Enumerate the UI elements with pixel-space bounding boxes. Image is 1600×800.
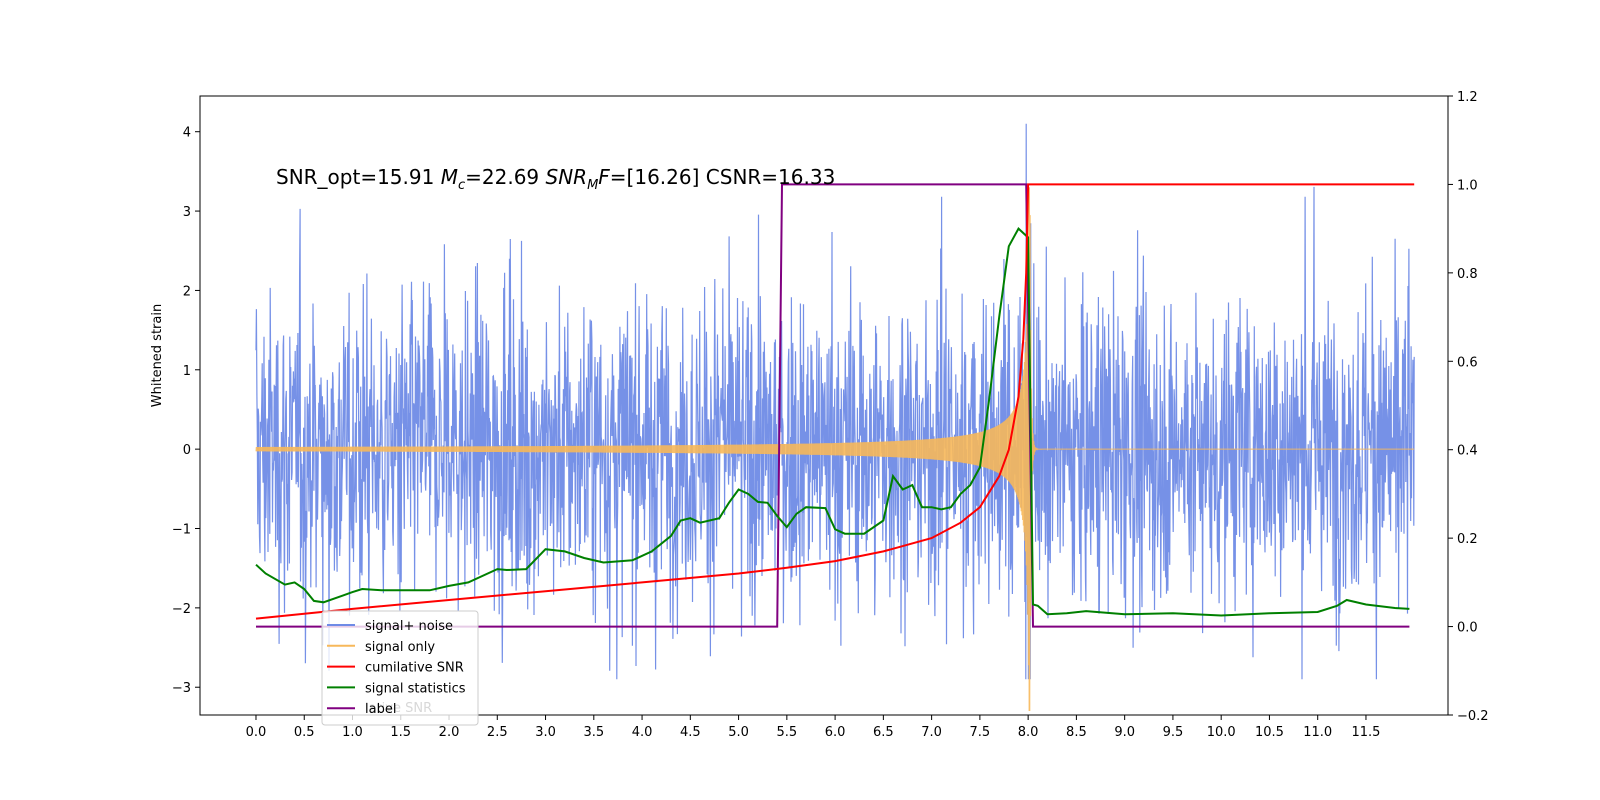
x-tick-label: 7.0 xyxy=(921,725,942,740)
left-y-tick-label: 1 xyxy=(183,364,191,379)
x-tick-label: 8.5 xyxy=(1066,725,1087,740)
left-y-tick-label: 0 xyxy=(183,443,191,458)
x-tick-label: 6.5 xyxy=(873,725,894,740)
x-tick-label: 4.0 xyxy=(632,725,653,740)
plot-frame xyxy=(199,95,1449,716)
legend-box xyxy=(321,610,479,726)
left-y-tick-label: 3 xyxy=(183,205,191,220)
mc-subscript: c xyxy=(458,178,465,193)
x-tick-label: 0.5 xyxy=(294,725,315,740)
legend-ghost-text: lative SNR xyxy=(365,701,432,716)
x-tick-label: 10.5 xyxy=(1255,725,1284,740)
mc-value: =22.69 xyxy=(465,165,539,189)
left-y-tick-label: 4 xyxy=(183,126,191,141)
left-y-tick-label: −2 xyxy=(172,602,191,617)
x-tick-label: 11.0 xyxy=(1303,725,1332,740)
left-y-axis-label: Whitened strain xyxy=(150,304,165,407)
right-y-tick-label: 0.6 xyxy=(1457,355,1478,370)
right-y-tick-label: 1.2 xyxy=(1457,90,1478,105)
signal-statistics-line xyxy=(255,226,1410,617)
legend: lative SNR signal+ noise signal only cumil… xyxy=(321,610,479,726)
x-tick-label: 0.0 xyxy=(246,725,267,740)
snrmf-value: =[16.26] xyxy=(610,165,700,189)
x-tick-label: 1.5 xyxy=(390,725,411,740)
cumilative-snr-line xyxy=(255,183,1415,620)
x-tick-label: 11.5 xyxy=(1351,725,1380,740)
right-y-tick-label: −0.2 xyxy=(1457,709,1489,724)
snrmf-symbol: SNR xyxy=(546,165,588,189)
axes: 0.0 0.5 1.0 1.5 2.0 2.5 3.0 3.5 4.0 4.5 5.0 5.5 6.0 6… xyxy=(150,90,1489,740)
x-tick-label: 10.0 xyxy=(1207,725,1236,740)
x-tick-label: 6.0 xyxy=(825,725,846,740)
x-tick-label: 9.0 xyxy=(1114,725,1135,740)
x-tick-label: 3.5 xyxy=(583,725,604,740)
x-tick-label: 1.0 xyxy=(342,725,363,740)
x-tick-label: 5.5 xyxy=(776,725,797,740)
right-y-tick-label: 1.0 xyxy=(1457,178,1478,193)
signal-plus-noise-line xyxy=(255,123,1415,680)
legend-label: cumilative SNR xyxy=(365,661,464,676)
snr-opt-text: SNR_opt=15.91 xyxy=(276,165,434,189)
right-y-tick-label: 0.8 xyxy=(1457,267,1478,282)
right-y-tick-label: 0.4 xyxy=(1457,444,1478,459)
left-y-tick-label: −3 xyxy=(172,681,191,696)
annotation: SNR_opt=15.91 Mc=22.69 SNRMF=[16.26] CSN… xyxy=(276,165,835,193)
x-tick-label: 9.5 xyxy=(1163,725,1184,740)
csnr-text: CSNR=16.33 xyxy=(706,165,836,189)
legend-label: label xyxy=(365,702,396,717)
snrmf-f: F xyxy=(598,165,610,189)
x-tick-label: 2.5 xyxy=(487,725,508,740)
annotation-text: SNR_opt=15.91 Mc=22.69 SNRMF=[16.26] CSN… xyxy=(276,165,835,193)
left-y-tick-label: 2 xyxy=(183,284,191,299)
x-tick-label: 4.5 xyxy=(680,725,701,740)
right-axis-series xyxy=(255,183,1415,628)
x-tick-label: 5.0 xyxy=(728,725,749,740)
signal-plus-noise-series xyxy=(255,123,1415,680)
x-tick-label: 8.0 xyxy=(1018,725,1039,740)
right-y-tick-label: 0.0 xyxy=(1457,621,1478,636)
right-y-tick-label: 0.2 xyxy=(1457,532,1478,547)
legend-label: signal+ noise xyxy=(365,619,453,634)
signal-only-line xyxy=(255,187,1415,712)
left-y-tick-label: −1 xyxy=(172,523,191,538)
x-tick-label: 2.0 xyxy=(439,725,460,740)
legend-label: signal statistics xyxy=(365,681,466,696)
label-line xyxy=(256,183,1410,628)
x-tick-label: 3.0 xyxy=(535,725,556,740)
x-tick-label: 7.5 xyxy=(970,725,991,740)
mc-symbol: M xyxy=(441,165,458,189)
snrmf-subscript: M xyxy=(587,178,598,193)
signal-only-series xyxy=(255,187,1415,712)
legend-label: signal only xyxy=(365,640,435,655)
